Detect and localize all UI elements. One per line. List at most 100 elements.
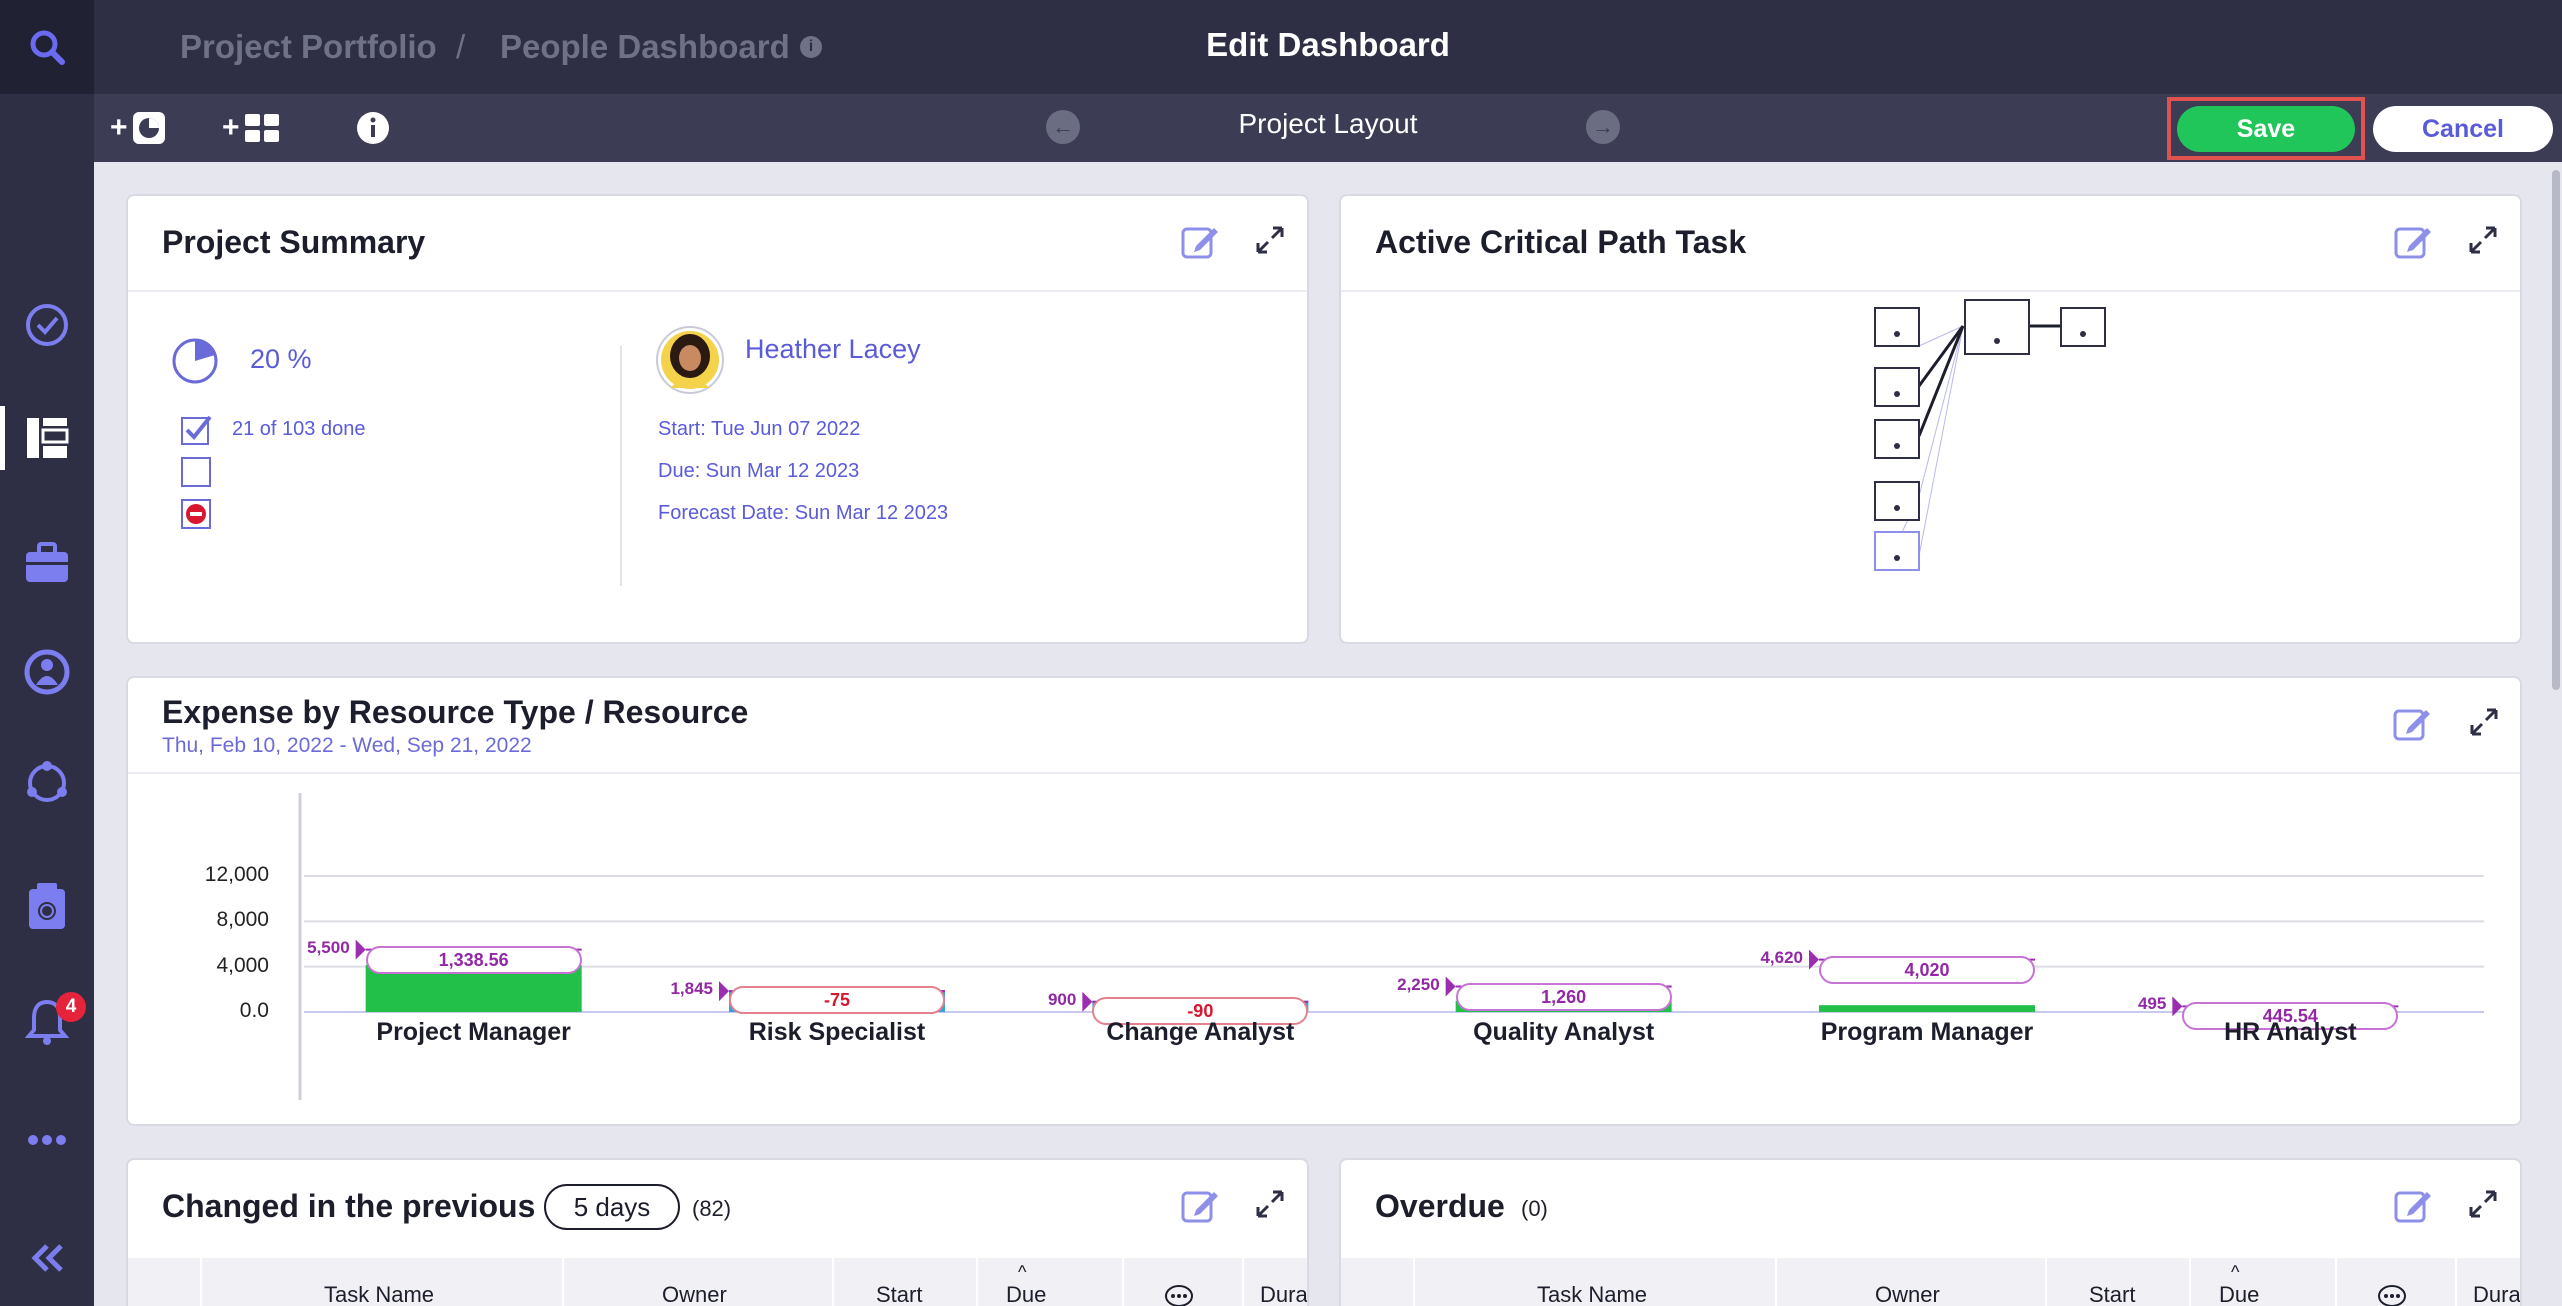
column-owner[interactable]: Owner	[662, 1282, 727, 1306]
panel-title: Overdue	[1375, 1188, 1505, 1224]
comment-icon[interactable]	[1164, 1284, 1194, 1306]
layout-title: Project Layout	[1238, 108, 1418, 139]
breadcrumb-separator: /	[456, 28, 466, 65]
category-label: Project Manager	[376, 1018, 571, 1046]
critical-path-network-diagram[interactable]	[1871, 296, 2111, 576]
sidebar-item-more[interactable]	[0, 1100, 94, 1180]
expense-chart-svg	[298, 793, 2484, 1100]
next-layout-button[interactable]: →	[1586, 110, 1620, 144]
project-summary-panel: Project Summary 20 % 21 of 103 done Heat…	[126, 194, 1309, 644]
variance-label: -75	[729, 986, 945, 1015]
overdue-panel: Overdue (0) Task Name Owner Start ^ Due …	[1339, 1158, 2522, 1306]
budget-label: 5,500	[307, 937, 350, 957]
column-duration[interactable]: Dura	[1260, 1282, 1308, 1306]
search-button[interactable]	[0, 0, 94, 94]
checkbox-empty-icon	[181, 457, 211, 487]
save-button[interactable]: Save	[2177, 106, 2355, 152]
page-title: Edit Dashboard	[1206, 26, 1450, 63]
info-circle-icon	[357, 112, 389, 144]
column-separator	[562, 1258, 564, 1306]
overdue-count: (0)	[1521, 1196, 1548, 1221]
budget-marker	[1445, 976, 1456, 997]
y-tick-label: 0.0	[239, 999, 269, 1022]
critical-path-panel: Active Critical Path Task	[1339, 194, 2522, 644]
edit-icon[interactable]	[1180, 222, 1220, 262]
panel-header: Project Summary	[128, 196, 1307, 292]
owner-name[interactable]: Heather Lacey	[745, 334, 921, 364]
budget-marker	[355, 939, 366, 960]
expand-icon[interactable]	[1254, 224, 1286, 256]
done-count: 21 of 103 done	[232, 418, 366, 440]
column-separator	[1122, 1258, 1124, 1306]
expand-icon[interactable]	[2467, 1188, 2499, 1220]
sidebar-item-people[interactable]	[0, 632, 94, 712]
bell-icon	[25, 999, 69, 1045]
changed-panel: Changed in the previous 5 days (82) Task…	[126, 1158, 1309, 1306]
y-tick-label: 4,000	[216, 953, 269, 977]
layout-info-button[interactable]	[356, 108, 390, 148]
timesheet-icon	[29, 883, 65, 929]
breadcrumb-root[interactable]: Project Portfolio	[180, 28, 437, 65]
column-task-name[interactable]: Task Name	[1537, 1282, 1648, 1306]
panel-title: Changed in the previous	[162, 1188, 536, 1224]
changed-count: (82)	[692, 1196, 732, 1221]
column-task-name[interactable]: Task Name	[324, 1282, 435, 1306]
briefcase-icon	[26, 542, 68, 582]
sidebar-item-network[interactable]	[0, 743, 94, 823]
sidebar-collapse-button[interactable]	[0, 1218, 94, 1298]
add-layout-plus: +	[222, 111, 240, 144]
expand-icon[interactable]	[2468, 706, 2500, 738]
sidebar-item-timesheets[interactable]	[0, 866, 94, 946]
search-icon	[30, 30, 65, 65]
notification-badge: 4	[56, 992, 86, 1022]
edit-icon[interactable]	[2393, 1186, 2433, 1226]
column-separator	[1242, 1258, 1244, 1306]
days-filter-dropdown[interactable]: 5 days	[544, 1184, 680, 1230]
variance-label: 1,338.56	[365, 945, 582, 974]
scrollbar-thumb[interactable]	[2552, 170, 2560, 690]
budget-label: 900	[1047, 989, 1077, 1009]
table-header: Task Name Owner Start ^ Due Dura	[1341, 1258, 2520, 1306]
budget-label: 4,620	[1760, 947, 1803, 967]
column-separator	[2335, 1258, 2337, 1306]
column-start[interactable]: Start	[2089, 1282, 2136, 1306]
category-label: Quality Analyst	[1473, 1018, 1655, 1046]
edit-icon[interactable]	[2393, 222, 2433, 262]
start-date: Start: Tue Jun 07 2022	[658, 418, 861, 440]
grid-layout-icon	[244, 114, 279, 142]
left-sidebar: 4	[0, 0, 94, 1306]
budget-label: 1,845	[670, 979, 713, 999]
add-widget-button[interactable]: +	[110, 108, 166, 148]
edit-icon[interactable]	[2392, 704, 2432, 744]
expense-chart: 12,000 8,000 4,000 0.0 5,500 1,338.56 Project …	[128, 678, 2520, 1124]
column-owner[interactable]: Owner	[1875, 1282, 1940, 1306]
column-separator	[2045, 1258, 2047, 1306]
sidebar-item-notifications[interactable]: 4	[0, 982, 94, 1062]
panel-title: Expense by Resource Type / Resource	[162, 694, 749, 730]
column-duration[interactable]: Dura	[2473, 1282, 2521, 1306]
y-tick-label: 12,000	[204, 863, 269, 886]
sidebar-item-tasks[interactable]	[0, 285, 94, 365]
cancel-button[interactable]: Cancel	[2373, 106, 2553, 152]
sort-up-icon: ^	[2231, 1262, 2240, 1282]
sidebar-item-portfolio[interactable]	[0, 523, 94, 603]
expand-icon[interactable]	[1254, 1188, 1286, 1220]
column-due[interactable]: Due	[2219, 1282, 2260, 1306]
sidebar-item-dashboard[interactable]	[0, 398, 94, 478]
edit-icon[interactable]	[1180, 1186, 1220, 1226]
expand-icon[interactable]	[2467, 224, 2499, 256]
add-layout-button[interactable]: +	[222, 108, 280, 148]
expense-bar	[1819, 1005, 2035, 1012]
panel-header: Expense by Resource Type / Resource Thu,…	[128, 678, 2520, 774]
comment-icon[interactable]	[2377, 1284, 2407, 1306]
budget-marker	[1082, 991, 1093, 1012]
category-label: HR Analyst	[2224, 1018, 2357, 1046]
pie-widget-icon	[132, 112, 165, 144]
prev-layout-button[interactable]: ←	[1046, 110, 1080, 144]
column-due[interactable]: Due	[1006, 1282, 1047, 1306]
variance-label: 4,020	[1819, 955, 2035, 984]
more-icon	[28, 1135, 66, 1145]
table-header: Task Name Owner Start ^ Due Dura	[128, 1258, 1307, 1306]
column-start[interactable]: Start	[876, 1282, 923, 1306]
info-icon[interactable]: i	[800, 36, 822, 58]
